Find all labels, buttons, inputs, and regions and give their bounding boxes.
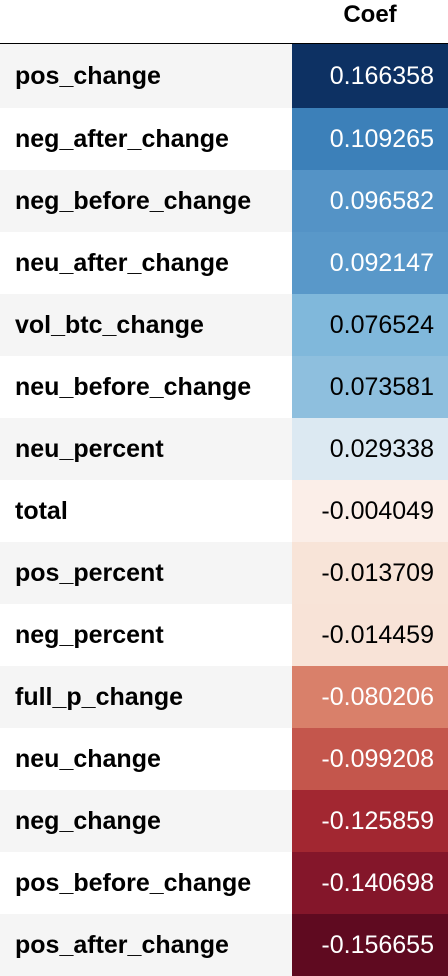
coef-value: -0.004049 — [292, 480, 448, 542]
row-label: neu_change — [0, 728, 292, 790]
row-label: neg_before_change — [0, 170, 292, 232]
coef-value: -0.140698 — [292, 852, 448, 914]
table-row: neu_change -0.099208 — [0, 728, 448, 790]
row-label: pos_before_change — [0, 852, 292, 914]
coef-value: 0.092147 — [292, 232, 448, 294]
coef-value: -0.099208 — [292, 728, 448, 790]
table-row: vol_btc_change 0.076524 — [0, 294, 448, 356]
table-row: pos_percent -0.013709 — [0, 542, 448, 604]
table-row: neg_after_change 0.109265 — [0, 108, 448, 170]
coef-value: -0.080206 — [292, 666, 448, 728]
table-row: neg_percent -0.014459 — [0, 604, 448, 666]
coef-column-header: Coef — [343, 1, 397, 28]
row-label: neg_change — [0, 790, 292, 852]
table-row: neg_before_change 0.096582 — [0, 170, 448, 232]
table-row: full_p_change -0.080206 — [0, 666, 448, 728]
row-label: neu_after_change — [0, 232, 292, 294]
row-label: pos_change — [0, 44, 292, 108]
table-row: pos_before_change -0.140698 — [0, 852, 448, 914]
coef-value: 0.073581 — [292, 356, 448, 418]
table-row: total -0.004049 — [0, 480, 448, 542]
table-row: pos_change 0.166358 — [0, 44, 448, 108]
table-row: neg_change -0.125859 — [0, 790, 448, 852]
coef-value: -0.014459 — [292, 604, 448, 666]
row-label: pos_after_change — [0, 914, 292, 976]
row-label: pos_percent — [0, 542, 292, 604]
table-row: neu_after_change 0.092147 — [0, 232, 448, 294]
table-row: neu_percent 0.029338 — [0, 418, 448, 480]
coef-value: 0.029338 — [292, 418, 448, 480]
coef-value: 0.096582 — [292, 170, 448, 232]
row-label: full_p_change — [0, 666, 292, 728]
coef-value: -0.013709 — [292, 542, 448, 604]
table-row: pos_after_change -0.156655 — [0, 914, 448, 976]
row-label: total — [0, 480, 292, 542]
table-body: pos_change 0.166358 neg_after_change 0.1092… — [0, 44, 448, 976]
row-label: neu_before_change — [0, 356, 292, 418]
coef-value: 0.109265 — [292, 108, 448, 170]
coef-value: -0.125859 — [292, 790, 448, 852]
row-label: neg_percent — [0, 604, 292, 666]
row-label: neu_percent — [0, 418, 292, 480]
table-header: Coef — [0, 0, 448, 44]
row-label: neg_after_change — [0, 108, 292, 170]
table-row: neu_before_change 0.073581 — [0, 356, 448, 418]
coef-value: 0.076524 — [292, 294, 448, 356]
coef-value: -0.156655 — [292, 914, 448, 976]
coef-value: 0.166358 — [292, 44, 448, 108]
row-label: vol_btc_change — [0, 294, 292, 356]
